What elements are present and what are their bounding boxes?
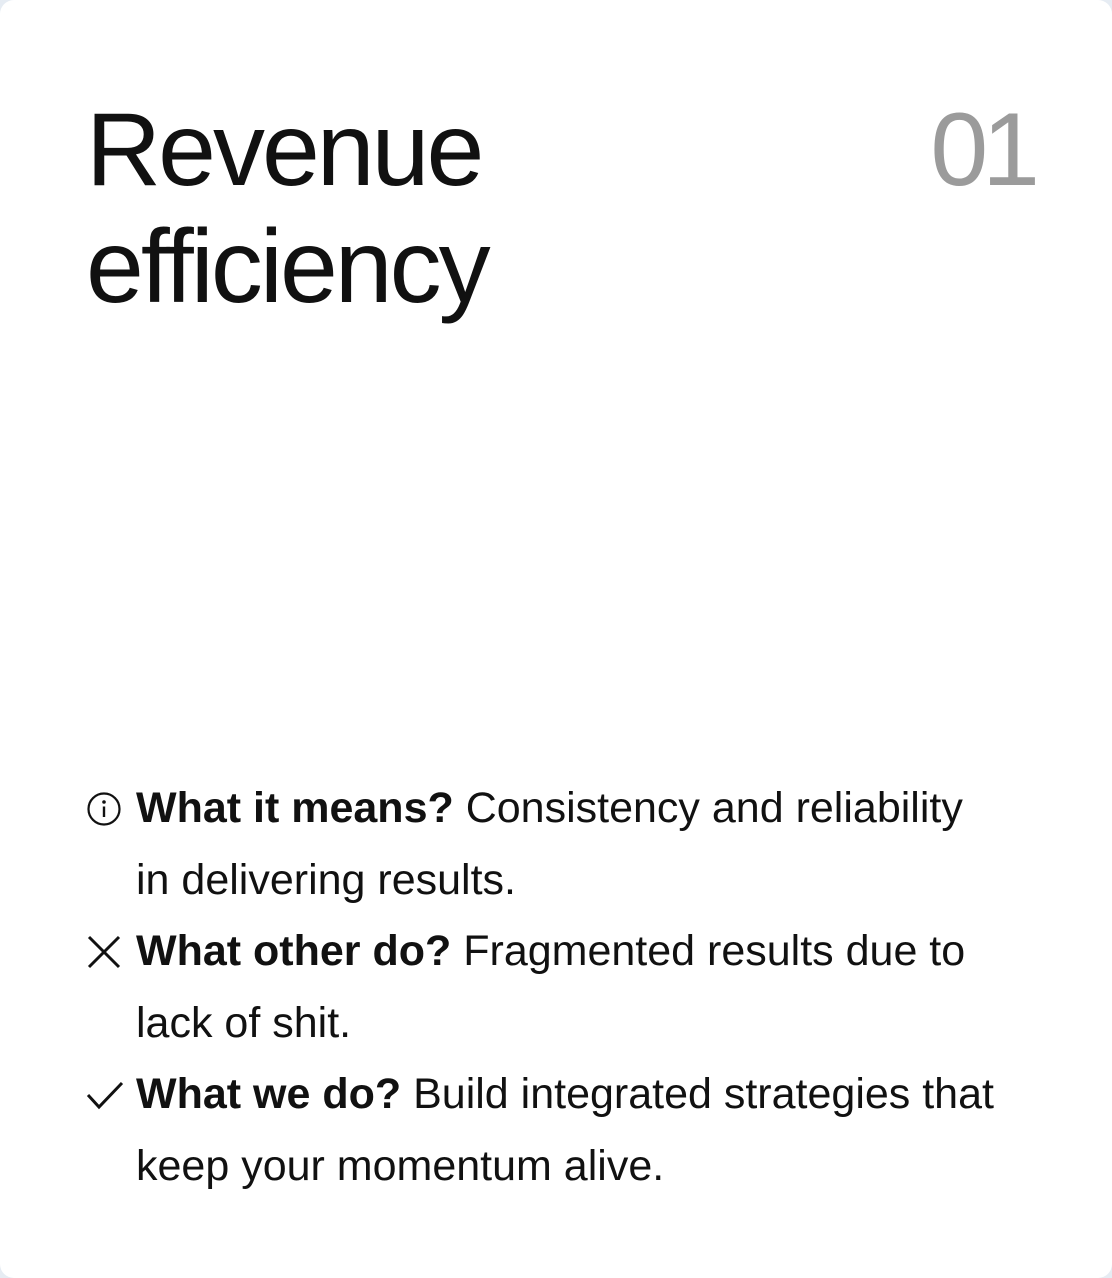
- point-question: What we do?: [136, 1070, 402, 1118]
- info-icon: [86, 773, 136, 844]
- point-what-others-do: What other do? Fragmented results due to…: [86, 916, 1016, 1059]
- point-answer: Consistency and reliability in deliverin…: [136, 784, 963, 904]
- check-icon: [86, 1059, 136, 1130]
- card-title-line-1: Revenue: [86, 92, 484, 208]
- card-title-line-2: efficiency: [86, 209, 491, 325]
- points-list: What it means? Consistency and reliabili…: [86, 773, 1016, 1202]
- card-title: Revenue efficiency: [86, 92, 786, 326]
- point-what-it-means: What it means? Consistency and reliabili…: [86, 773, 1016, 916]
- point-text: What we do? Build integrated strategies …: [136, 1059, 996, 1202]
- point-what-we-do: What we do? Build integrated strategies …: [86, 1059, 1016, 1202]
- point-answer: Build integrated strategies that keep yo…: [136, 1070, 994, 1190]
- point-question: What other do?: [136, 927, 452, 975]
- point-text: What it means? Consistency and reliabili…: [136, 773, 996, 916]
- point-question: What it means?: [136, 784, 454, 832]
- point-answer: Fragmented results due to lack of shit.: [136, 927, 966, 1047]
- card-number: 01: [930, 92, 1040, 208]
- point-text: What other do? Fragmented results due to…: [136, 916, 996, 1059]
- x-icon: [86, 916, 136, 987]
